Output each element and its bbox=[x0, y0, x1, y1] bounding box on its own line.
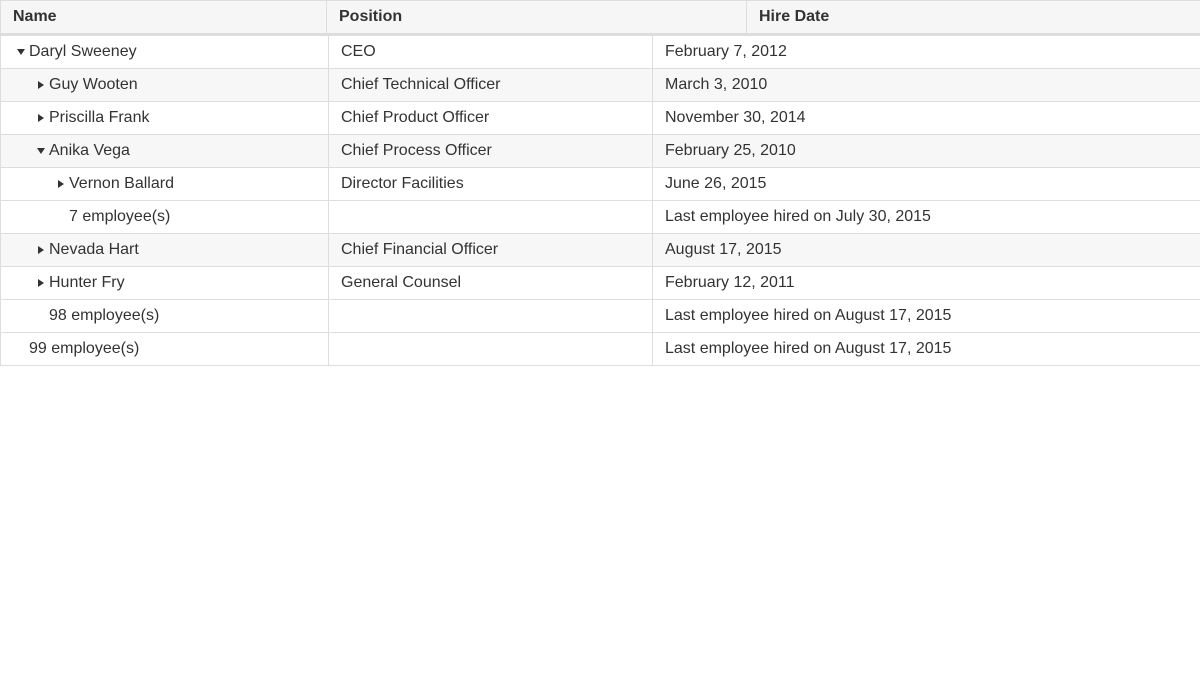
table-row[interactable]: Guy Wooten Chief Technical Officer March 3… bbox=[0, 67, 1200, 102]
caret-right-icon[interactable] bbox=[33, 77, 49, 93]
employee-name: Nevada Hart bbox=[49, 240, 139, 258]
group-footer-row: 7 employee(s) Last employee hired on July… bbox=[0, 199, 1200, 234]
hire-date-cell: August 17, 2015 bbox=[652, 232, 1200, 267]
column-header-position[interactable]: Position bbox=[326, 0, 747, 35]
treelist-body: Daryl Sweeney CEO February 7, 2012 Guy Woot… bbox=[0, 34, 1200, 366]
caret-down-icon[interactable] bbox=[33, 143, 49, 159]
name-cell: Priscilla Frank bbox=[0, 100, 329, 135]
name-cell: Daryl Sweeney bbox=[0, 34, 329, 69]
table-row[interactable]: Hunter Fry General Counsel February 12, 20… bbox=[0, 265, 1200, 300]
group-footer-row: 99 employee(s) Last employee hired on Aug… bbox=[0, 331, 1200, 366]
hire-date-cell: February 25, 2010 bbox=[652, 133, 1200, 168]
employee-treelist: Name Position Hire Date Daryl Sweeney CEO… bbox=[0, 0, 1200, 366]
footer-count-label: 99 employee(s) bbox=[29, 339, 140, 357]
caret-down-icon[interactable] bbox=[13, 44, 29, 60]
employee-name: Anika Vega bbox=[49, 141, 130, 159]
table-row[interactable]: Priscilla Frank Chief Product Officer Nove… bbox=[0, 100, 1200, 135]
name-cell: Anika Vega bbox=[0, 133, 329, 168]
position-cell bbox=[328, 298, 653, 333]
position-cell: CEO bbox=[328, 34, 653, 69]
employee-name: Daryl Sweeney bbox=[29, 42, 137, 60]
caret-right-icon[interactable] bbox=[53, 176, 69, 192]
name-cell: Nevada Hart bbox=[0, 232, 329, 267]
position-cell: Chief Financial Officer bbox=[328, 232, 653, 267]
name-cell: 99 employee(s) bbox=[0, 331, 329, 366]
footer-count-label: 98 employee(s) bbox=[49, 306, 160, 324]
employee-name: Vernon Ballard bbox=[69, 174, 174, 192]
table-row[interactable]: Nevada Hart Chief Financial Officer August… bbox=[0, 232, 1200, 267]
employee-name: Priscilla Frank bbox=[49, 108, 150, 126]
employee-name: Guy Wooten bbox=[49, 75, 138, 93]
name-cell: 98 employee(s) bbox=[0, 298, 329, 333]
employee-name: Hunter Fry bbox=[49, 273, 125, 291]
position-cell: Chief Technical Officer bbox=[328, 67, 653, 102]
name-cell: Vernon Ballard bbox=[0, 166, 329, 201]
position-cell: General Counsel bbox=[328, 265, 653, 300]
caret-right-icon[interactable] bbox=[33, 275, 49, 291]
position-cell: Director Facilities bbox=[328, 166, 653, 201]
header-row: Name Position Hire Date bbox=[0, 0, 1200, 35]
column-header-hire-date[interactable]: Hire Date bbox=[746, 0, 1200, 35]
name-cell: 7 employee(s) bbox=[0, 199, 329, 234]
toggle-spacer bbox=[53, 209, 69, 225]
hire-date-cell: March 3, 2010 bbox=[652, 67, 1200, 102]
footer-last-hired-label: Last employee hired on August 17, 2015 bbox=[652, 331, 1200, 366]
position-cell: Chief Product Officer bbox=[328, 100, 653, 135]
position-cell: Chief Process Officer bbox=[328, 133, 653, 168]
position-cell bbox=[328, 331, 653, 366]
footer-last-hired-label: Last employee hired on August 17, 2015 bbox=[652, 298, 1200, 333]
footer-last-hired-label: Last employee hired on July 30, 2015 bbox=[652, 199, 1200, 234]
position-cell bbox=[328, 199, 653, 234]
hire-date-cell: June 26, 2015 bbox=[652, 166, 1200, 201]
hire-date-cell: February 12, 2011 bbox=[652, 265, 1200, 300]
group-footer-row: 98 employee(s) Last employee hired on Aug… bbox=[0, 298, 1200, 333]
toggle-spacer bbox=[13, 341, 29, 357]
table-row[interactable]: Anika Vega Chief Process Officer February … bbox=[0, 133, 1200, 168]
table-row[interactable]: Vernon Ballard Director Facilities June 26… bbox=[0, 166, 1200, 201]
hire-date-cell: February 7, 2012 bbox=[652, 34, 1200, 69]
caret-right-icon[interactable] bbox=[33, 110, 49, 126]
hire-date-cell: November 30, 2014 bbox=[652, 100, 1200, 135]
name-cell: Guy Wooten bbox=[0, 67, 329, 102]
column-header-name[interactable]: Name bbox=[0, 0, 327, 35]
footer-count-label: 7 employee(s) bbox=[69, 207, 171, 225]
caret-right-icon[interactable] bbox=[33, 242, 49, 258]
treelist-header: Name Position Hire Date bbox=[0, 0, 1200, 35]
table-row[interactable]: Daryl Sweeney CEO February 7, 2012 bbox=[0, 34, 1200, 69]
toggle-spacer bbox=[33, 308, 49, 324]
name-cell: Hunter Fry bbox=[0, 265, 329, 300]
